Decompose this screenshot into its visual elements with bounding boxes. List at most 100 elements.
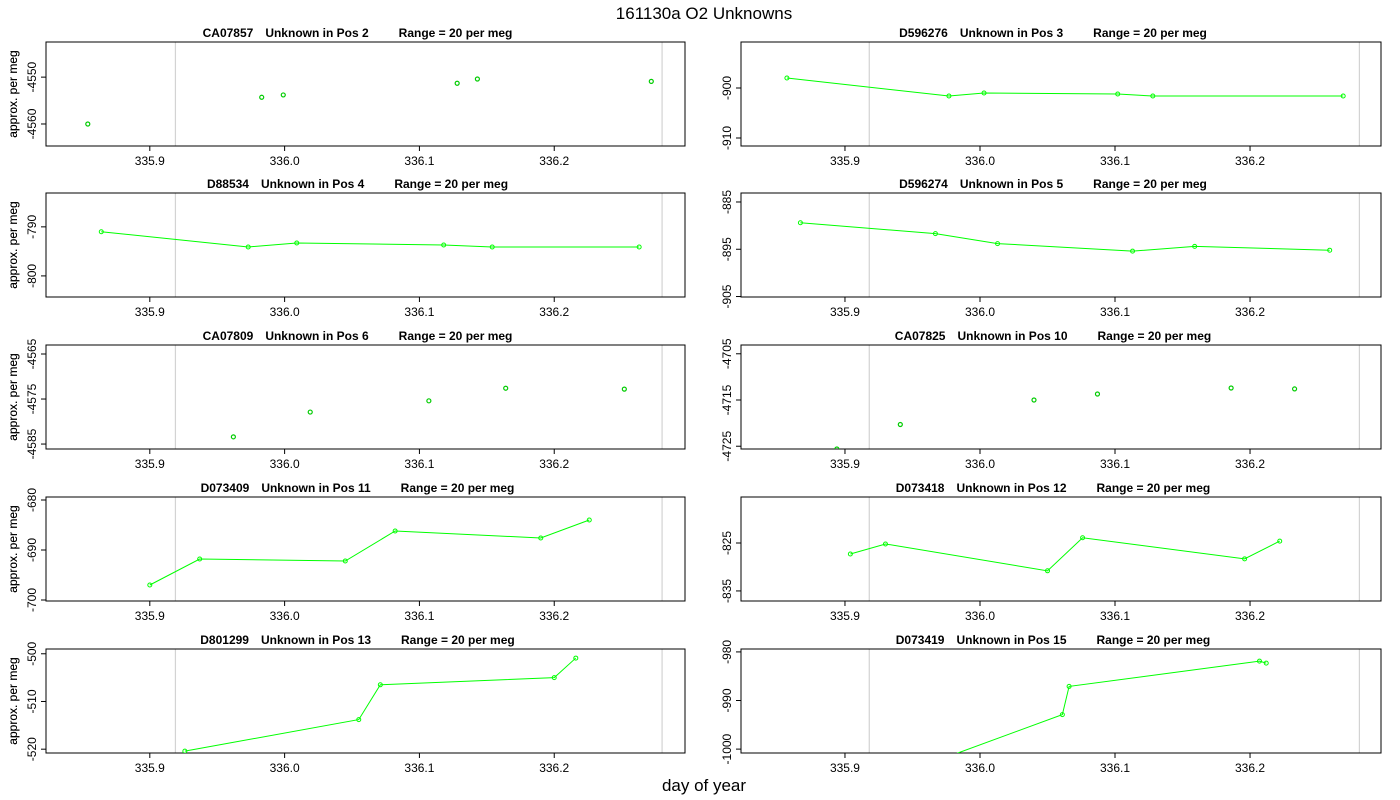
y-tick-label: -690 xyxy=(25,538,39,562)
panel-title-part: CA07825 xyxy=(895,329,946,343)
x-tick-label: 336.2 xyxy=(539,305,569,319)
data-point xyxy=(897,421,903,428)
x-tick-label: 335.9 xyxy=(830,761,860,775)
y-axis-label: approx. per meg xyxy=(6,50,20,137)
y-tick-label: -4560 xyxy=(25,108,39,139)
x-tick-label: 336.1 xyxy=(1100,457,1130,471)
y-tick-label: -510 xyxy=(25,689,39,713)
data-point xyxy=(307,409,313,415)
x-tick-label: 336.2 xyxy=(539,154,569,168)
panel-title: CA07825 Unknown in Pos 10 Range = 20 per m… xyxy=(895,329,1211,343)
panel-title: CA07857 Unknown in Pos 2 Range = 20 per me… xyxy=(203,26,513,40)
data-point xyxy=(1192,243,1198,249)
x-tick-label: 336.1 xyxy=(1100,154,1130,168)
y-tick-label: -680 xyxy=(25,488,39,512)
panel-title-part: Range = 20 per meg xyxy=(1093,26,1207,40)
panel-title-part: Unknown in Pos 15 xyxy=(956,633,1066,647)
x-tick-label: 335.9 xyxy=(830,154,860,168)
x-tick-label: 336.0 xyxy=(965,761,995,775)
panel-title-part: Unknown in Pos 13 xyxy=(261,633,371,647)
y-tick-label: -990 xyxy=(720,688,734,712)
data-point xyxy=(392,528,398,534)
panel-title-part: D596276 xyxy=(899,26,948,40)
data-point xyxy=(85,121,91,127)
data-point xyxy=(294,240,300,246)
panel-title-part: Range = 20 per meg xyxy=(399,329,513,343)
x-tick-label: 336.1 xyxy=(404,305,434,319)
data-point xyxy=(503,385,509,391)
panel-title: D88534 Unknown in Pos 4 Range = 20 per meg xyxy=(207,177,508,191)
plot-frame xyxy=(45,648,686,754)
data-point xyxy=(1031,397,1037,403)
plot-frame xyxy=(740,648,1382,754)
x-tick-label: 336.1 xyxy=(1100,305,1130,319)
y-tick-label: -4565 xyxy=(25,338,39,369)
data-point xyxy=(230,434,236,440)
x-tick-label: 336.0 xyxy=(270,457,300,471)
data-line xyxy=(956,660,1267,753)
data-point xyxy=(981,90,987,96)
x-tick-label: 335.9 xyxy=(830,609,860,623)
data-point xyxy=(356,717,362,723)
data-point xyxy=(259,94,265,100)
x-tick-label: 336.1 xyxy=(404,154,434,168)
panel-title-part: Range = 20 per meg xyxy=(1098,329,1212,343)
data-point xyxy=(928,761,932,765)
plot-area xyxy=(98,229,642,250)
data-point xyxy=(1327,247,1333,253)
data-point xyxy=(1263,660,1269,666)
data-point xyxy=(847,551,853,557)
y-tick-label: -4575 xyxy=(25,383,39,414)
x-tick-label: 336.2 xyxy=(1235,761,1265,775)
data-point xyxy=(1228,385,1234,391)
x-tick-label: 336.0 xyxy=(965,609,995,623)
data-point xyxy=(1044,568,1050,574)
y-tick-label: -4585 xyxy=(25,428,39,459)
x-tick-label: 335.9 xyxy=(135,761,165,775)
data-point xyxy=(342,558,348,564)
data-point xyxy=(995,241,1001,247)
data-point xyxy=(98,229,104,235)
x-tick-label: 336.2 xyxy=(1235,154,1265,168)
y-axis-label: approx. per meg xyxy=(6,201,20,288)
plot-area xyxy=(928,658,1269,765)
panel-title-part: D596274 xyxy=(899,177,948,191)
plot-frame xyxy=(740,344,1382,450)
panel-title-part: D88534 xyxy=(207,177,249,191)
panel-title-part: Range = 20 per meg xyxy=(401,481,515,495)
data-point xyxy=(245,244,251,250)
panel-title: CA07809 Unknown in Pos 6 Range = 20 per me… xyxy=(203,329,513,343)
x-tick-label: 336.0 xyxy=(270,609,300,623)
data-point xyxy=(1242,556,1248,562)
plot-area xyxy=(784,75,1346,99)
x-tick-label: 335.9 xyxy=(830,457,860,471)
x-tick-label: 336.0 xyxy=(270,154,300,168)
panel-title-part: Unknown in Pos 11 xyxy=(261,481,371,495)
data-line xyxy=(850,537,1280,572)
x-tick-label: 336.2 xyxy=(1235,457,1265,471)
panel-title-part: Range = 20 per meg xyxy=(1093,177,1207,191)
x-tick-label: 336.1 xyxy=(404,761,434,775)
data-line xyxy=(101,231,640,248)
y-tick-label: -900 xyxy=(720,76,734,100)
data-point xyxy=(932,231,938,237)
data-point xyxy=(1066,683,1072,689)
data-point xyxy=(636,244,642,250)
data-point xyxy=(147,582,153,588)
y-axis-label: approx. per meg xyxy=(6,657,20,744)
x-tick-label: 336.2 xyxy=(539,457,569,471)
data-point xyxy=(1080,535,1086,541)
data-point xyxy=(1059,712,1065,718)
panel-title: D596274 Unknown in Pos 5 Range = 20 per me… xyxy=(899,177,1207,191)
data-point xyxy=(538,535,544,541)
panel-title-part: Unknown in Pos 3 xyxy=(960,26,1064,40)
data-point xyxy=(573,655,579,661)
y-axis-label: approx. per meg xyxy=(6,505,20,592)
data-point xyxy=(784,75,790,81)
x-tick-label: 336.0 xyxy=(270,761,300,775)
data-point xyxy=(834,446,840,449)
data-point xyxy=(441,242,447,248)
data-line xyxy=(149,519,590,586)
data-point xyxy=(551,675,557,681)
